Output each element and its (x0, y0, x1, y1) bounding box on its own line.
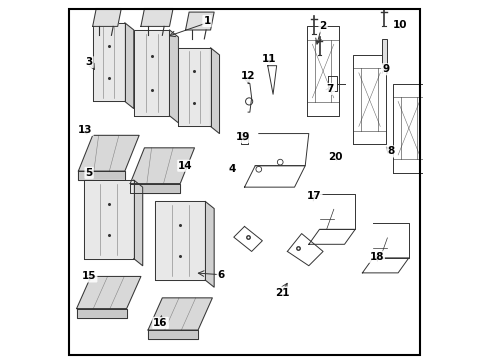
Text: 4: 4 (228, 164, 235, 174)
Text: 16: 16 (153, 318, 167, 328)
Text: 10: 10 (392, 19, 407, 30)
Text: 21: 21 (274, 288, 289, 297)
Polygon shape (134, 180, 142, 266)
Text: 1: 1 (203, 16, 210, 26)
Polygon shape (130, 148, 194, 184)
Text: 17: 17 (306, 191, 321, 201)
Polygon shape (185, 12, 214, 30)
Polygon shape (205, 202, 214, 287)
Text: 9: 9 (381, 64, 388, 74)
Polygon shape (169, 30, 178, 123)
Polygon shape (83, 180, 134, 258)
Text: 8: 8 (386, 147, 394, 157)
Text: 15: 15 (81, 271, 96, 282)
Text: 7: 7 (326, 84, 333, 94)
Polygon shape (77, 309, 126, 318)
Polygon shape (155, 202, 205, 280)
Polygon shape (178, 48, 210, 126)
Bar (381, 39, 386, 64)
Polygon shape (93, 9, 121, 26)
Text: 13: 13 (78, 125, 93, 135)
Text: 19: 19 (235, 132, 249, 142)
Polygon shape (134, 30, 169, 116)
Polygon shape (93, 23, 124, 102)
Text: 3: 3 (85, 57, 93, 67)
Text: 6: 6 (217, 270, 224, 280)
Polygon shape (141, 9, 173, 26)
Polygon shape (148, 298, 212, 330)
Text: 18: 18 (368, 252, 383, 262)
Polygon shape (77, 276, 141, 309)
Polygon shape (78, 135, 139, 171)
Polygon shape (124, 23, 134, 109)
Text: 11: 11 (262, 54, 276, 64)
Polygon shape (210, 48, 219, 134)
Text: 14: 14 (178, 161, 192, 171)
Text: 12: 12 (240, 71, 255, 81)
Polygon shape (148, 330, 198, 339)
Polygon shape (78, 171, 124, 180)
Polygon shape (130, 184, 180, 193)
Text: 2: 2 (319, 21, 326, 31)
Text: 20: 20 (327, 152, 342, 162)
Text: 5: 5 (85, 168, 93, 178)
